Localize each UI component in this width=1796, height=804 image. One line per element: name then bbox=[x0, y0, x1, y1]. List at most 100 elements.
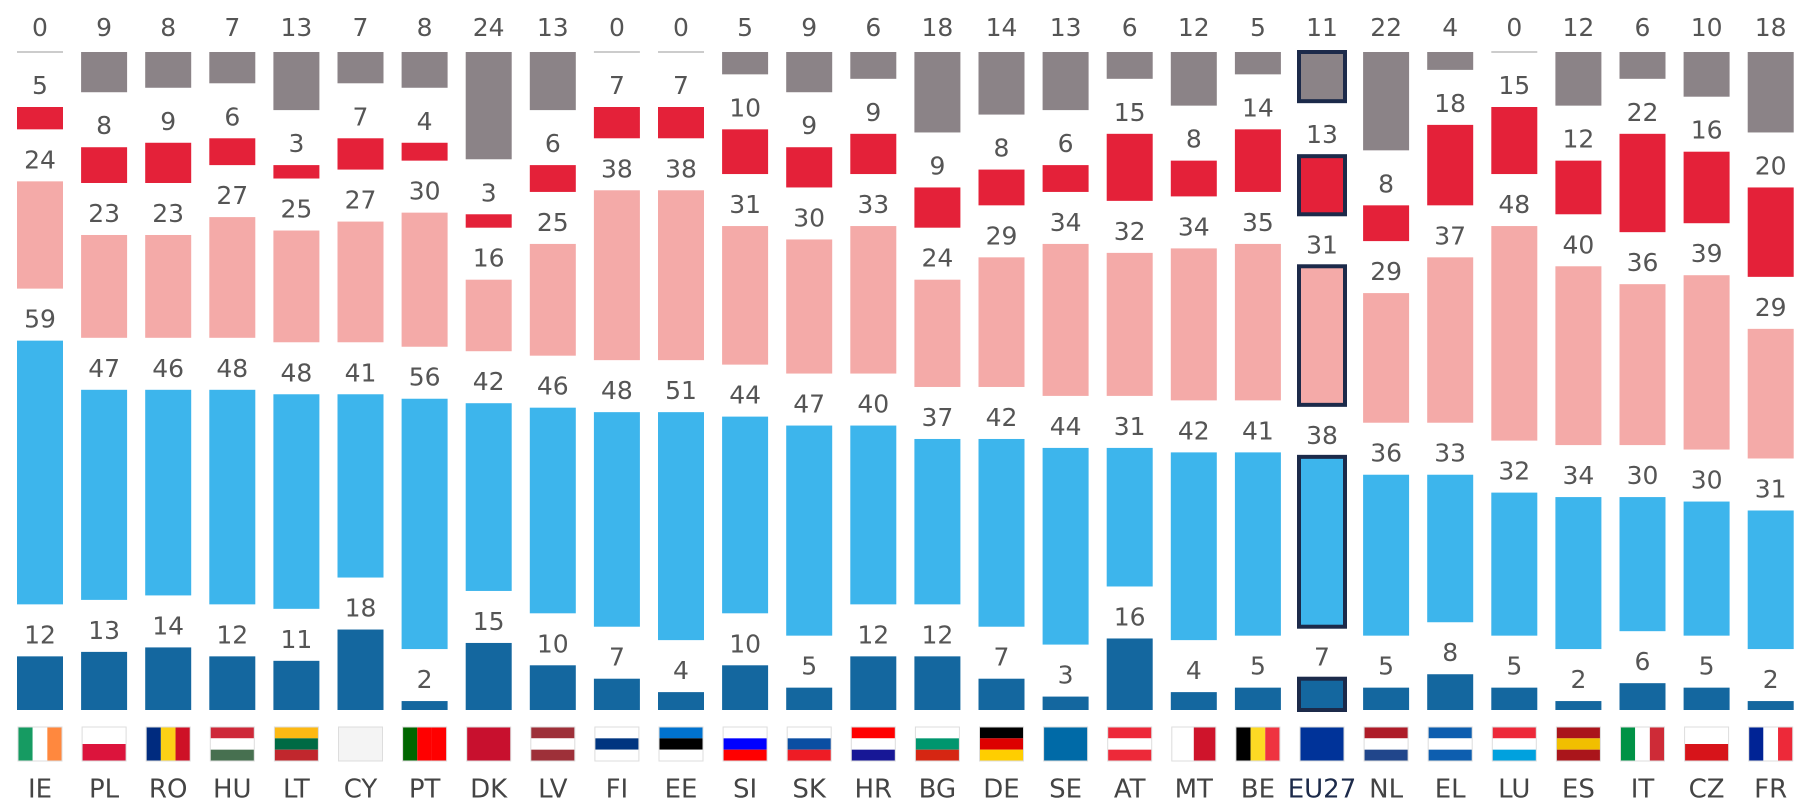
flag bbox=[787, 727, 832, 739]
value-label: 8 bbox=[96, 111, 112, 140]
x-tick-label: HR bbox=[854, 775, 892, 804]
value-label: 42 bbox=[473, 367, 505, 396]
flag bbox=[530, 738, 575, 750]
flag bbox=[1235, 727, 1251, 761]
bar-segment bbox=[209, 52, 256, 84]
flag-border bbox=[1684, 726, 1730, 762]
bar-segment bbox=[658, 692, 704, 710]
bar-segment bbox=[1747, 328, 1794, 459]
x-tick-label: AT bbox=[1114, 775, 1146, 804]
flag bbox=[210, 749, 255, 761]
bar-segment bbox=[850, 425, 897, 605]
value-label: 30 bbox=[1691, 466, 1723, 495]
bar-segment bbox=[978, 678, 1025, 710]
bar-segment bbox=[401, 701, 448, 710]
bar-segment bbox=[17, 656, 63, 710]
x-tick-label: IE bbox=[28, 775, 52, 804]
x-tick-label: CY bbox=[344, 775, 378, 804]
flag bbox=[659, 749, 703, 761]
value-label: 13 bbox=[1050, 13, 1082, 42]
bar-segment bbox=[1234, 129, 1281, 192]
bar-segment bbox=[17, 181, 63, 289]
bar-segment bbox=[337, 394, 384, 578]
bar-segment bbox=[786, 687, 833, 710]
flag bbox=[1428, 738, 1473, 750]
flag-border bbox=[594, 726, 640, 762]
value-label: 5 bbox=[1250, 652, 1266, 681]
value-label: 11 bbox=[280, 625, 312, 654]
bar-segment bbox=[529, 243, 576, 356]
value-label: 40 bbox=[1562, 230, 1594, 259]
flag bbox=[1364, 727, 1409, 739]
flag bbox=[402, 727, 418, 761]
value-label: 16 bbox=[1114, 602, 1146, 631]
x-tick-label: DK bbox=[470, 775, 508, 804]
bar-segment bbox=[1234, 687, 1281, 710]
value-label: 8 bbox=[1186, 125, 1202, 154]
value-label: 13 bbox=[280, 13, 312, 42]
value-label: 0 bbox=[32, 13, 48, 42]
flag bbox=[530, 749, 575, 761]
value-label: 31 bbox=[729, 190, 761, 219]
value-label: 48 bbox=[1498, 190, 1530, 219]
value-label: 5 bbox=[32, 71, 48, 100]
flag bbox=[723, 738, 768, 750]
x-tick-label: PL bbox=[89, 775, 120, 804]
value-label: 10 bbox=[729, 629, 761, 658]
value-label: 47 bbox=[88, 354, 120, 383]
bar-segment bbox=[81, 147, 128, 183]
bar-segment bbox=[1042, 696, 1089, 710]
bar-segment bbox=[1427, 52, 1474, 70]
value-label: 42 bbox=[986, 403, 1018, 432]
value-label: 2 bbox=[1570, 665, 1586, 694]
value-label: 8 bbox=[994, 134, 1010, 163]
flag bbox=[82, 727, 127, 744]
bar-segment bbox=[1683, 687, 1730, 710]
flag bbox=[338, 727, 383, 761]
bar-segment bbox=[209, 138, 256, 166]
value-label: 34 bbox=[1562, 461, 1594, 490]
value-label: 12 bbox=[1562, 13, 1594, 42]
value-label: 8 bbox=[1378, 169, 1394, 198]
value-label: 7 bbox=[353, 102, 369, 131]
flag bbox=[1364, 738, 1409, 750]
bar-segment bbox=[1297, 264, 1347, 407]
value-label: 7 bbox=[609, 71, 625, 100]
flag bbox=[1492, 738, 1537, 750]
flag-border bbox=[1171, 726, 1217, 762]
flag-border bbox=[979, 726, 1024, 762]
x-tick-label: LT bbox=[283, 775, 310, 804]
x-tick-label: BG bbox=[919, 775, 957, 804]
value-label: 13 bbox=[537, 13, 569, 42]
bar-segment bbox=[914, 187, 961, 228]
bar-segment bbox=[978, 169, 1025, 206]
bar-segment bbox=[209, 656, 256, 710]
bar-segment bbox=[1363, 52, 1410, 151]
value-label: 5 bbox=[801, 652, 817, 681]
flag bbox=[1107, 727, 1152, 739]
value-label: 9 bbox=[801, 111, 817, 140]
flag bbox=[1300, 727, 1344, 761]
bar-segment bbox=[145, 389, 192, 596]
bar-segment bbox=[17, 340, 63, 605]
value-label: 24 bbox=[921, 244, 953, 273]
flag bbox=[1428, 749, 1473, 761]
flag bbox=[160, 727, 176, 761]
flag bbox=[466, 727, 511, 761]
value-label: 27 bbox=[345, 186, 377, 215]
value-label: 7 bbox=[673, 71, 689, 100]
flag-border bbox=[1043, 726, 1089, 762]
bar-segment bbox=[1619, 497, 1666, 632]
bar-segment bbox=[81, 52, 128, 93]
value-label: 30 bbox=[409, 177, 441, 206]
bar-segment bbox=[1234, 243, 1281, 401]
value-label: 12 bbox=[921, 620, 953, 649]
bar-segment bbox=[1619, 52, 1666, 79]
bar-segment bbox=[1747, 187, 1794, 277]
flag bbox=[18, 727, 33, 761]
flag bbox=[175, 727, 191, 761]
value-label: 18 bbox=[345, 594, 377, 623]
flag bbox=[1107, 749, 1152, 761]
bar-segment bbox=[1491, 107, 1538, 175]
value-label: 6 bbox=[1635, 647, 1651, 676]
